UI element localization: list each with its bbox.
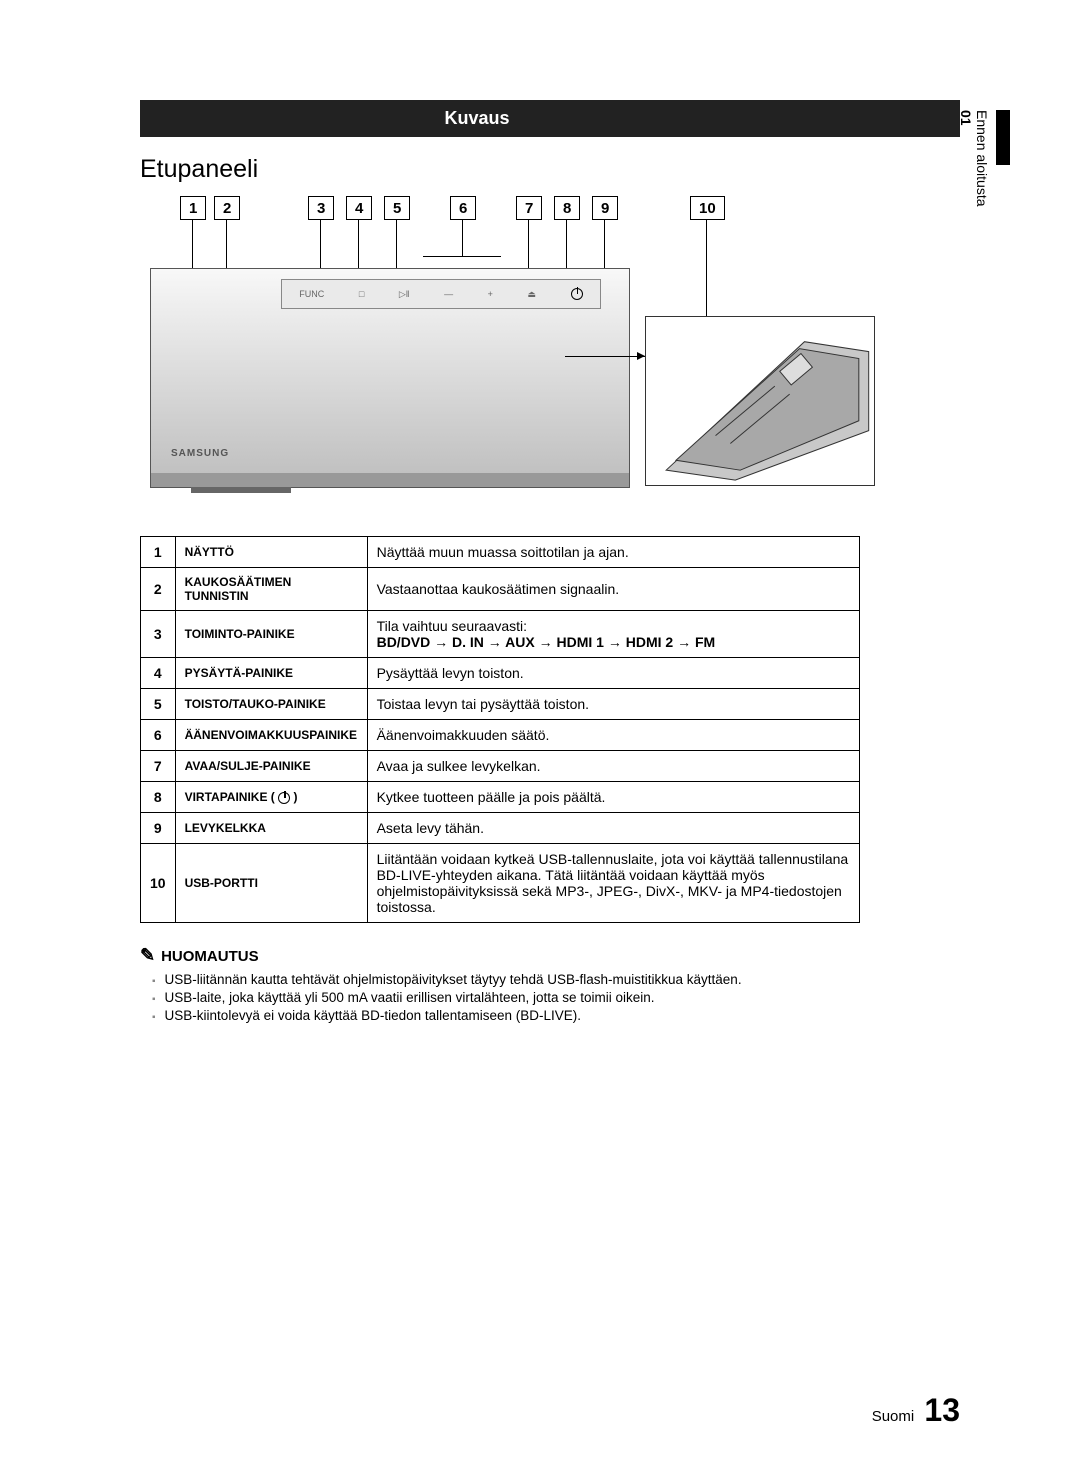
- row-desc: Kytkee tuotteen päälle ja pois päältä.: [367, 782, 859, 813]
- row-desc: Vastaanottaa kaukosäätimen signaalin.: [367, 568, 859, 611]
- callout-5: 5: [384, 196, 410, 220]
- row-number: 1: [141, 537, 176, 568]
- row-label-suffix: ): [290, 790, 297, 804]
- row-label: LEVYKELKKA: [175, 813, 367, 844]
- stop-icon: □: [359, 289, 364, 299]
- front-panel-diagram: 1 2 3 4 5 6 7 8 9 10 FUNC □ ▷‖ — + ⏏: [150, 196, 870, 506]
- row-number: 7: [141, 751, 176, 782]
- row-label: ÄÄNENVOIMAKKUUSPAINIKE: [175, 720, 367, 751]
- row-number: 6: [141, 720, 176, 751]
- table-row: 7 AVAA/SULJE-PAINIKE Avaa ja sulkee levy…: [141, 751, 860, 782]
- row-desc: Liitäntään voidaan kytkeä USB-tallennusl…: [367, 844, 859, 923]
- notes-list: USB-liitännän kautta tehtävät ohjelmisto…: [140, 972, 960, 1023]
- table-row: 9 LEVYKELKKA Aseta levy tähän.: [141, 813, 860, 844]
- row-label: KAUKOSÄÄTIMEN TUNNISTIN: [175, 568, 367, 611]
- row-label: AVAA/SULJE-PAINIKE: [175, 751, 367, 782]
- note-icon: ✎: [140, 945, 155, 966]
- row-number: 2: [141, 568, 176, 611]
- table-row: 1 NÄYTTÖ Näyttää muun muassa soittotilan…: [141, 537, 860, 568]
- side-tab-block: [996, 110, 1010, 165]
- volume-minus-icon: —: [444, 289, 453, 299]
- table-row: 8 VIRTAPAINIKE ( ) Kytkee tuotteen pääll…: [141, 782, 860, 813]
- callout-3: 3: [308, 196, 334, 220]
- leader-line: [528, 220, 529, 268]
- row-number: 8: [141, 782, 176, 813]
- leader-line: [358, 220, 359, 268]
- row-desc: Toistaa levyn tai pysäyttää toiston.: [367, 689, 859, 720]
- row-desc: Avaa ja sulkee levykelkan.: [367, 751, 859, 782]
- brand-logo: SAMSUNG: [171, 448, 229, 459]
- row-number: 4: [141, 658, 176, 689]
- side-tab: 01 Ennen aloitusta: [958, 110, 990, 207]
- row-label: VIRTAPAINIKE ( ): [175, 782, 367, 813]
- leader-line: [192, 220, 193, 268]
- row-number: 5: [141, 689, 176, 720]
- row-desc: Tila vaihtuu seuraavasti: BD/DVD → D. IN…: [367, 611, 859, 658]
- page-footer: Suomi 13: [872, 1392, 960, 1429]
- row-desc-line2: BD/DVD → D. IN → AUX → HDMI 1 → HDMI 2 →…: [377, 634, 716, 650]
- leader-line: [226, 220, 227, 268]
- leader-line: [396, 220, 397, 268]
- section-title: Kuvaus: [444, 108, 509, 129]
- table-row: 2 KAUKOSÄÄTIMEN TUNNISTIN Vastaanottaa k…: [141, 568, 860, 611]
- row-number: 3: [141, 611, 176, 658]
- device-front: FUNC □ ▷‖ — + ⏏ SAMSUNG: [150, 268, 630, 488]
- usb-zoom-detail: [645, 316, 875, 486]
- note-item: USB-laite, joka käyttää yli 500 mA vaati…: [168, 990, 960, 1005]
- note-item: USB-kiintolevyä ei voida käyttää BD-tied…: [168, 1008, 960, 1023]
- row-desc: Näyttää muun muassa soittotilan ja ajan.: [367, 537, 859, 568]
- table-row: 3 TOIMINTO-PAINIKE Tila vaihtuu seuraava…: [141, 611, 860, 658]
- row-desc-line1: Tila vaihtuu seuraavasti:: [377, 618, 527, 634]
- table-row: 6 ÄÄNENVOIMAKKUUSPAINIKE Äänenvoimakkuud…: [141, 720, 860, 751]
- row-desc: Aseta levy tähän.: [367, 813, 859, 844]
- spec-table: 1 NÄYTTÖ Näyttää muun muassa soittotilan…: [140, 536, 860, 923]
- note-heading-text: HUOMAUTUS: [161, 948, 259, 965]
- callout-8: 8: [554, 196, 580, 220]
- leader-horizontal: [423, 256, 501, 257]
- device-button-panel: FUNC □ ▷‖ — + ⏏: [281, 279, 601, 309]
- manual-page: 01 Ennen aloitusta Kuvaus Etupaneeli 1 2…: [0, 0, 1080, 1479]
- row-label: TOIMINTO-PAINIKE: [175, 611, 367, 658]
- callout-4: 4: [346, 196, 372, 220]
- row-label: USB-PORTTI: [175, 844, 367, 923]
- row-label: TOISTO/TAUKO-PAINIKE: [175, 689, 367, 720]
- device-base: [151, 473, 629, 487]
- zoom-leader-arrow: [565, 356, 645, 357]
- device-disc-tray: [191, 487, 291, 493]
- leader-line: [320, 220, 321, 268]
- power-icon: [278, 792, 290, 804]
- side-tab-number: 01: [958, 110, 974, 201]
- leader-line: [462, 220, 463, 256]
- row-desc: Pysäyttää levyn toiston.: [367, 658, 859, 689]
- callout-6: 6: [450, 196, 476, 220]
- callout-7: 7: [516, 196, 542, 220]
- row-number: 10: [141, 844, 176, 923]
- eject-icon: ⏏: [528, 289, 537, 300]
- table-row: 5 TOISTO/TAUKO-PAINIKE Toistaa levyn tai…: [141, 689, 860, 720]
- leader-line: [604, 220, 605, 268]
- table-row: 10 USB-PORTTI Liitäntään voidaan kytkeä …: [141, 844, 860, 923]
- callout-1: 1: [180, 196, 206, 220]
- section-bar: Kuvaus: [140, 100, 960, 137]
- play-pause-icon: ▷‖: [399, 289, 410, 300]
- func-label: FUNC: [299, 289, 324, 299]
- table-row: 4 PYSÄYTÄ-PAINIKE Pysäyttää levyn toisto…: [141, 658, 860, 689]
- note-heading: ✎ HUOMAUTUS: [140, 945, 960, 966]
- subtitle: Etupaneeli: [140, 155, 960, 184]
- callout-9: 9: [592, 196, 618, 220]
- row-number: 9: [141, 813, 176, 844]
- callout-2: 2: [214, 196, 240, 220]
- volume-plus-icon: +: [488, 289, 493, 299]
- row-label-prefix: VIRTAPAINIKE (: [185, 790, 279, 804]
- footer-lang: Suomi: [872, 1408, 915, 1425]
- note-item: USB-liitännän kautta tehtävät ohjelmisto…: [168, 972, 960, 987]
- callout-10: 10: [690, 196, 725, 220]
- side-tab-text: Ennen aloitusta: [974, 110, 990, 207]
- row-desc: Äänenvoimakkuuden säätö.: [367, 720, 859, 751]
- page-number: 13: [924, 1392, 960, 1428]
- row-label: NÄYTTÖ: [175, 537, 367, 568]
- power-icon: [571, 288, 583, 300]
- leader-line: [566, 220, 567, 268]
- row-label: PYSÄYTÄ-PAINIKE: [175, 658, 367, 689]
